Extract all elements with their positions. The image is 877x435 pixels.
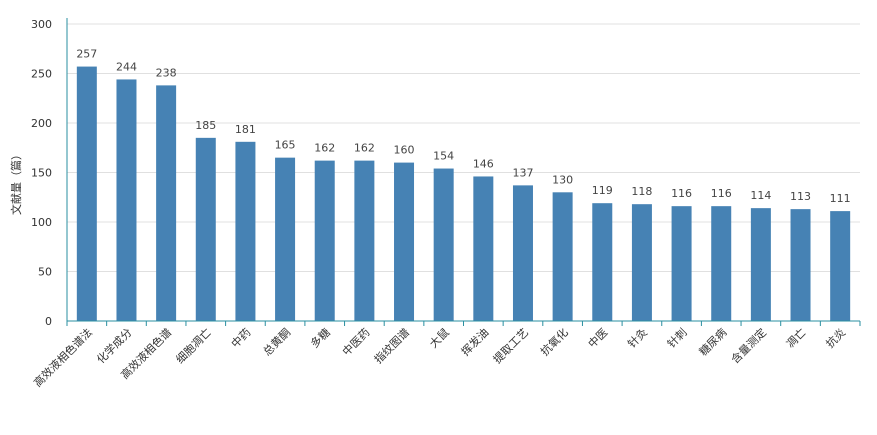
data-label: 119: [592, 184, 613, 197]
x-tick-label: 针刺: [664, 325, 689, 350]
bar: [830, 211, 851, 321]
bar: [631, 204, 652, 321]
bar: [314, 160, 335, 321]
x-tick-label: 大鼠: [426, 325, 451, 350]
data-label: 118: [631, 185, 652, 198]
data-label: 146: [473, 157, 494, 170]
y-tick-label: 250: [31, 68, 52, 81]
bar: [512, 185, 533, 321]
x-tick-label: 细胞凋亡: [173, 325, 214, 366]
data-label: 181: [235, 123, 256, 136]
data-label: 244: [116, 60, 137, 73]
bars: [76, 66, 851, 321]
y-axis-label: 文献量（篇）: [9, 149, 23, 215]
bar: [473, 176, 494, 321]
bar: [354, 160, 375, 321]
bar: [711, 206, 732, 321]
bar: [750, 208, 771, 321]
data-label: 137: [512, 166, 533, 179]
x-tick-label: 指纹图谱: [371, 325, 412, 366]
data-label: 162: [354, 142, 375, 155]
data-label: 162: [314, 142, 335, 155]
x-tick-label: 抗氧化: [538, 325, 571, 358]
x-tick-label: 高效液相色谱法: [31, 325, 95, 389]
data-label: 111: [830, 192, 851, 205]
axes: [66, 18, 861, 326]
data-label: 130: [552, 173, 573, 186]
data-label: 116: [711, 187, 732, 200]
data-label: 185: [195, 119, 216, 132]
y-tick-label: 100: [31, 216, 52, 229]
x-tick-label: 中药: [229, 326, 254, 351]
bar: [156, 85, 177, 321]
x-tick-label: 含量测定: [728, 325, 769, 366]
data-label: 160: [394, 144, 415, 157]
bar: [790, 209, 811, 321]
bar: [275, 157, 296, 321]
y-tick-label: 200: [31, 117, 52, 130]
data-label: 154: [433, 150, 454, 163]
y-tick-label: 50: [38, 266, 52, 279]
bar: [235, 141, 256, 321]
bar: [592, 203, 613, 321]
data-label: 165: [275, 139, 296, 152]
x-tick-label: 化学成分: [94, 325, 135, 366]
x-tick-label: 凋亡: [783, 325, 808, 350]
x-tick-label: 糖尿病: [696, 325, 729, 358]
bar: [195, 137, 216, 321]
data-label: 113: [790, 190, 811, 203]
bar: [433, 168, 454, 321]
x-tick-label: 针灸: [625, 325, 650, 350]
gridlines: [67, 23, 860, 272]
y-tick-label: 300: [31, 18, 52, 31]
data-label: 238: [156, 66, 177, 79]
data-label: 257: [76, 48, 97, 61]
bar: [671, 206, 692, 321]
y-tick-label: 150: [31, 167, 52, 180]
bar: [76, 66, 97, 321]
bar: [552, 192, 573, 321]
x-tick-label: 抗炎: [823, 325, 848, 350]
x-tick-label: 总黄酮: [260, 325, 293, 358]
data-label: 114: [750, 189, 771, 202]
data-label: 116: [671, 187, 692, 200]
x-tick-label: 多糖: [307, 325, 332, 350]
x-tick-label: 挥发油: [458, 325, 491, 358]
y-tick-label: 0: [45, 315, 52, 328]
bar: [116, 79, 137, 321]
bar: [394, 162, 415, 321]
x-tick-label: 提取工艺: [491, 326, 531, 366]
x-tick-label: 中医: [586, 326, 611, 351]
x-tick-label: 中医药: [340, 326, 373, 359]
